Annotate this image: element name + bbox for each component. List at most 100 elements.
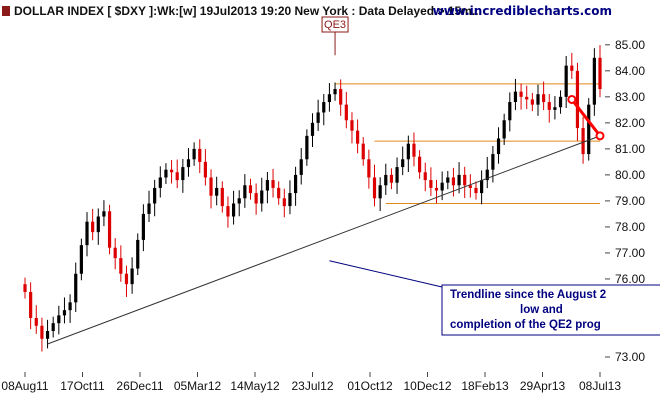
candle-body xyxy=(85,221,89,246)
candle-body xyxy=(293,174,298,194)
candle-body xyxy=(542,94,546,103)
candle-body xyxy=(519,91,523,97)
candle-body xyxy=(243,185,247,199)
candle-body xyxy=(305,135,309,160)
y-tick-label: 83.00 xyxy=(615,90,645,104)
candle-body xyxy=(220,187,224,207)
candle-body xyxy=(339,89,343,105)
trendline xyxy=(47,135,601,345)
candle-body xyxy=(418,156,422,173)
projection-point xyxy=(595,131,605,141)
candle-body xyxy=(74,273,78,303)
x-tick-label: 18Feb13 xyxy=(461,379,509,393)
candle-body xyxy=(513,91,518,103)
candles-layer xyxy=(23,45,602,352)
y-tick-label: 73.00 xyxy=(615,350,645,364)
candle-body xyxy=(130,268,134,285)
candle-body xyxy=(310,122,315,136)
candle-body xyxy=(327,94,332,103)
candle-body xyxy=(169,169,174,173)
candle-body xyxy=(463,174,467,186)
candle-body xyxy=(164,169,168,178)
candle-body xyxy=(288,193,292,207)
candle-body xyxy=(68,302,72,311)
candle-body xyxy=(209,177,213,196)
candle-body xyxy=(29,291,33,318)
y-tick-label: 77.00 xyxy=(615,246,645,260)
chart-title: DOLLAR INDEX [ $DXY ]:Wk:[w] 19Jul2013 1… xyxy=(2,4,482,18)
y-tick-label: 79.00 xyxy=(615,194,645,208)
x-tick-label: 01Oct12 xyxy=(347,379,393,393)
candle-body xyxy=(91,221,95,233)
trendline-layer xyxy=(47,94,605,345)
x-tick-label: 17Oct11 xyxy=(60,379,105,393)
candle-body xyxy=(344,104,348,121)
candle-body xyxy=(525,96,529,100)
candle-body xyxy=(158,177,162,188)
annotation-line: low and xyxy=(520,304,563,316)
candle-body xyxy=(389,174,394,183)
title-marker-icon xyxy=(2,6,10,16)
candle-body xyxy=(401,159,405,168)
candle-body xyxy=(474,187,478,194)
candle-body xyxy=(57,315,61,324)
candle-body xyxy=(434,187,439,191)
candle-body xyxy=(451,177,456,186)
y-tick-label: 85.00 xyxy=(615,38,645,52)
candle-body xyxy=(96,216,100,233)
candle-body xyxy=(355,130,360,144)
candle-body xyxy=(23,284,27,292)
candle-body xyxy=(564,65,568,97)
candle-body xyxy=(107,211,112,248)
candle-body xyxy=(480,180,484,194)
candle-body xyxy=(147,203,151,214)
annotation-line: completion of the QE2 prog xyxy=(450,319,601,331)
x-axis: 08Aug11 17Oct11 26Dec11 05Mar12 14May12 23Jul… xyxy=(1,372,621,393)
candle-body xyxy=(423,172,427,181)
site-url[interactable]: www.incrediblecharts.com xyxy=(432,4,612,18)
candle-body xyxy=(34,317,38,326)
x-tick-label: 08Aug11 xyxy=(1,379,48,393)
chart-title-text: DOLLAR INDEX [ $DXY ]:Wk:[w] 19Jul2013 1… xyxy=(14,4,482,18)
candle-body xyxy=(113,247,117,259)
x-tick-label: 14May12 xyxy=(230,379,280,393)
candle-body xyxy=(350,120,354,131)
candle-body xyxy=(192,148,196,160)
candle-body xyxy=(215,187,219,196)
candle-body xyxy=(367,159,371,178)
annotation-leader xyxy=(329,260,443,288)
candle-body xyxy=(570,65,574,71)
candle-body xyxy=(153,187,157,204)
qe3-label: QE3 xyxy=(324,19,346,31)
candle-body xyxy=(530,99,534,105)
candle-body xyxy=(395,167,399,183)
candle-body xyxy=(203,161,207,178)
candle-body xyxy=(412,143,416,157)
candle-body xyxy=(468,185,472,188)
candle-body xyxy=(79,245,83,274)
candle-body xyxy=(282,198,286,207)
y-tick-label: 82.00 xyxy=(615,116,645,130)
annotation-line: Trendline since the August 2 xyxy=(450,289,606,301)
x-tick-label: 26Dec11 xyxy=(116,379,163,393)
candle-body xyxy=(237,198,241,204)
candle-body xyxy=(406,143,410,160)
candle-body xyxy=(547,102,551,110)
candle-body xyxy=(502,120,506,139)
candle-body xyxy=(277,187,281,199)
y-axis: 73.0074.0075.0076.0077.0078.0079.0080.00… xyxy=(605,38,645,364)
candle-body xyxy=(260,190,264,204)
candle-body xyxy=(485,169,489,181)
candle-body xyxy=(587,104,591,155)
candle-body xyxy=(181,167,185,181)
candle-body xyxy=(378,185,382,199)
candle-body xyxy=(429,180,433,188)
candle-body xyxy=(361,143,365,160)
candle-body xyxy=(457,174,461,186)
candle-body xyxy=(254,193,258,204)
candle-body xyxy=(592,57,596,105)
projection-line xyxy=(570,98,602,137)
y-tick-label: 78.00 xyxy=(615,220,645,234)
candle-body xyxy=(124,273,129,285)
